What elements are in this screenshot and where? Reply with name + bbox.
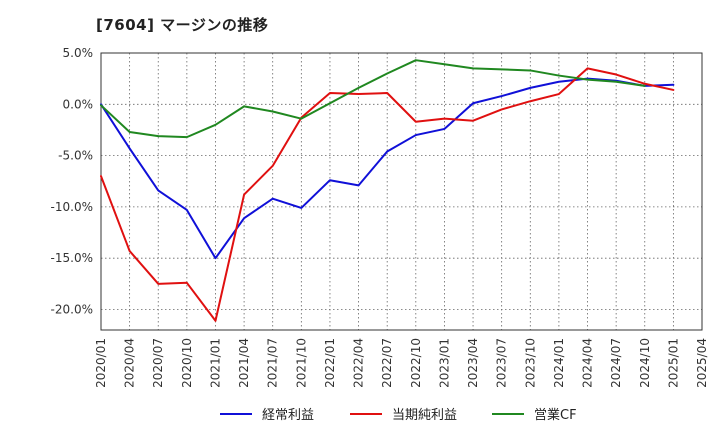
- y-tick-label: -20.0%: [51, 302, 93, 316]
- x-tick-label: 2023/01: [437, 338, 451, 388]
- data-series-lines: [100, 59, 675, 322]
- x-tick-label: 2021/10: [294, 338, 308, 388]
- legend-label: 営業CF: [534, 407, 577, 423]
- x-tick-label: 2023/04: [466, 338, 480, 388]
- x-tick-label: 2022/04: [352, 338, 366, 388]
- x-tick-label: 2021/07: [266, 338, 280, 388]
- x-tick-label: 2022/10: [409, 338, 423, 388]
- x-tick-label: 2024/04: [581, 338, 595, 388]
- legend-label: 経常利益: [262, 408, 314, 423]
- chart-legend: 経常利益 当期純利益 営業CF: [220, 407, 577, 423]
- x-tick-label: 2025/04: [695, 338, 709, 388]
- y-tick-label: 0.0%: [63, 97, 94, 111]
- plot-area-frame: [100, 52, 703, 331]
- x-tick-label: 2024/10: [638, 338, 652, 388]
- series-line-当期純利益: [100, 67, 675, 322]
- x-tick-label: 2020/04: [123, 338, 137, 388]
- x-tick-label: 2025/01: [666, 338, 680, 388]
- y-tick-label: -10.0%: [51, 200, 93, 214]
- y-tick-label: -5.0%: [58, 149, 93, 163]
- chart-title: [7604] マージンの推移: [96, 16, 269, 34]
- series-line-営業CF: [100, 59, 646, 139]
- y-axis-tick-labels: 5.0% 0.0% -5.0% -10.0% -15.0% -20.0%: [51, 46, 93, 316]
- x-tick-label: 2020/10: [180, 338, 194, 388]
- x-tick-label: 2024/01: [552, 338, 566, 388]
- x-tick-label: 2024/07: [609, 338, 623, 388]
- x-tick-label: 2022/07: [380, 338, 394, 388]
- x-tick-label: 2020/07: [151, 338, 165, 388]
- plot-frame: [100, 52, 703, 331]
- series-line-経常利益: [100, 77, 675, 260]
- y-tick-label: 5.0%: [63, 46, 94, 60]
- x-tick-label: 2023/10: [523, 338, 537, 388]
- x-tick-label: 2021/04: [237, 338, 251, 388]
- y-tick-label: -15.0%: [51, 251, 93, 265]
- x-tick-label: 2023/07: [495, 338, 509, 388]
- x-axis-tick-labels: 2020/01 2020/04 2020/07 2020/10 2021/01 2021/…: [94, 338, 709, 388]
- x-tick-label: 2021/01: [208, 338, 222, 388]
- legend-label: 当期純利益: [392, 408, 457, 423]
- x-tick-label: 2020/01: [94, 338, 108, 388]
- x-tick-label: 2022/01: [323, 338, 337, 388]
